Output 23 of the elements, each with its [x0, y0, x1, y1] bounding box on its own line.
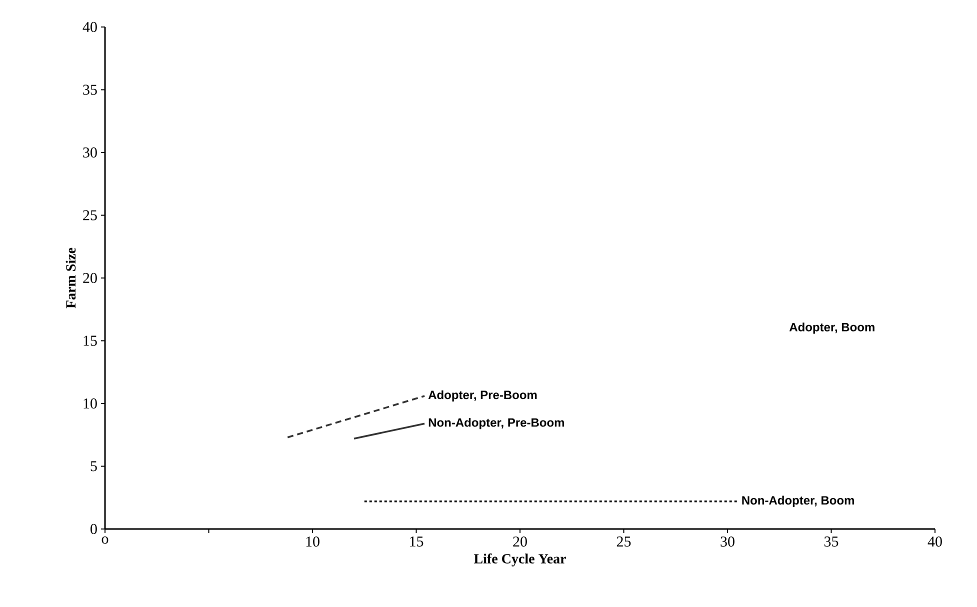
x-tick-label: 35 [824, 536, 838, 547]
y-tick-label: 0 [90, 524, 97, 534]
x-tick-label: 20 [513, 536, 527, 547]
x-tick-label: o [102, 536, 108, 544]
x-tick-label: 15 [410, 536, 424, 547]
x-tick-label: 40 [928, 536, 942, 547]
x-tick-label: 30 [720, 536, 734, 547]
annotation: Adopter, Boom [789, 322, 874, 334]
series-label: Non-Adopter, Boom [742, 496, 854, 507]
y-tick-label: 30 [83, 147, 97, 158]
y-tick-label: 5 [90, 461, 97, 472]
y-tick-label: 10 [84, 398, 97, 409]
x-tick-label: 25 [616, 536, 631, 547]
y-tick-label: 25 [83, 210, 97, 220]
series-label: Adopter, Pre-Boom [428, 390, 537, 402]
y-tick-label: 40 [82, 22, 97, 32]
y-tick-label: 15 [84, 336, 97, 346]
y-tick-label: 35 [83, 84, 97, 95]
x-axis-title: Life Cycle Year [474, 554, 566, 566]
series-label: Non-Adopter, Pre-Boom [428, 418, 564, 430]
y-axis-title: Farm Size [66, 248, 76, 308]
x-tick-label: 10 [306, 536, 320, 547]
y-tick-label: 20 [83, 272, 97, 284]
